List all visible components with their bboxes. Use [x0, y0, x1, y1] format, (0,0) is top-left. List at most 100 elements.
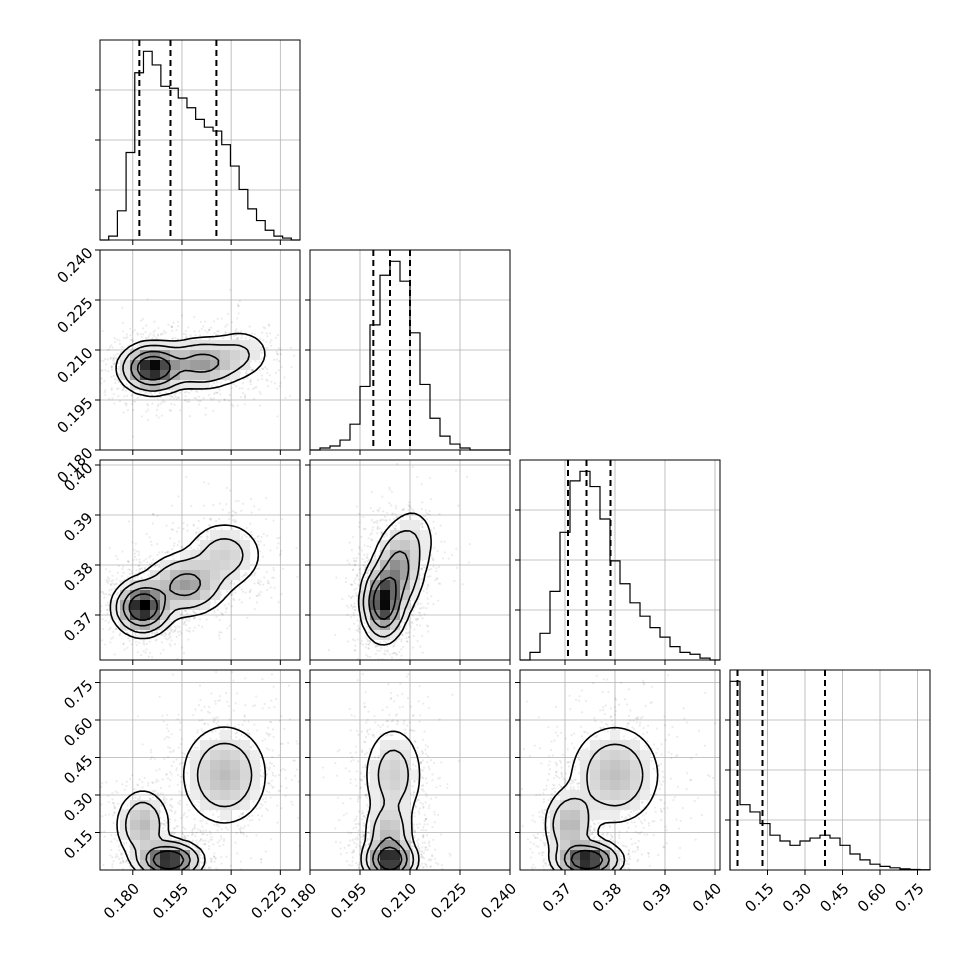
density-cell [210, 590, 220, 600]
sample-point [354, 577, 357, 580]
sample-point [379, 519, 382, 522]
sample-point [129, 334, 132, 337]
sample-point [110, 365, 113, 368]
sample-point [166, 551, 169, 554]
density-cell [380, 550, 390, 560]
sample-point [366, 637, 369, 641]
sample-point [170, 390, 174, 393]
sample-point [253, 537, 256, 540]
sample-point [272, 735, 275, 739]
sample-point [380, 531, 383, 535]
sample-point [104, 643, 107, 646]
sample-point [198, 618, 202, 621]
sample-point [174, 629, 177, 633]
density-cell [180, 550, 190, 560]
sample-point [171, 329, 174, 332]
sample-point [401, 633, 404, 637]
sample-point [214, 884, 216, 886]
sample-point [257, 581, 260, 584]
sample-point [161, 550, 164, 554]
sample-point [163, 329, 166, 333]
sample-point [172, 397, 176, 400]
contour-line [128, 593, 159, 621]
sample-point [106, 608, 109, 612]
sample-point [140, 336, 143, 339]
sample-point [137, 553, 140, 556]
density-cell [160, 620, 170, 630]
sample-point [117, 372, 120, 375]
sample-point [310, 605, 312, 607]
density-cell [180, 350, 190, 360]
sample-point [421, 634, 424, 637]
sample-point [255, 594, 258, 598]
sample-point [349, 615, 353, 619]
sample-point [253, 397, 256, 400]
sample-point [129, 327, 132, 330]
sample-point [195, 539, 199, 542]
sample-point [368, 641, 371, 644]
sample-point [129, 338, 132, 342]
density-cell [380, 600, 390, 610]
sample-point [170, 325, 173, 328]
sample-point [124, 337, 127, 340]
sample-point [165, 551, 169, 554]
sample-point [143, 881, 145, 883]
density-cell [220, 360, 230, 370]
density-cell [110, 600, 120, 610]
sample-point [113, 587, 116, 590]
sample-point [430, 595, 433, 598]
sample-point [237, 305, 240, 308]
sample-point [144, 336, 147, 340]
sample-point [293, 354, 296, 357]
sample-point [396, 462, 399, 466]
sample-point [136, 797, 140, 801]
sample-point [145, 324, 148, 327]
density-cell [140, 350, 150, 360]
sample-point [262, 339, 265, 342]
sample-point [121, 567, 124, 571]
sample-point [107, 593, 110, 596]
sample-point [158, 565, 161, 569]
sample-point [111, 579, 115, 582]
sample-point [384, 641, 388, 644]
sample-point [237, 304, 240, 307]
sample-point [197, 624, 200, 627]
sample-point [172, 337, 175, 340]
density-cell [380, 620, 390, 630]
sample-point [233, 511, 236, 514]
sample-point [109, 357, 112, 360]
sample-point [260, 377, 264, 381]
sample-point [372, 642, 375, 645]
sample-point [364, 527, 367, 531]
sample-point [384, 653, 387, 656]
sample-point [383, 535, 386, 539]
sample-point [156, 514, 159, 517]
sample-point [381, 662, 383, 664]
sample-point [136, 634, 139, 637]
sample-point [109, 593, 112, 596]
sample-point [348, 541, 351, 544]
sample-point [168, 632, 172, 635]
panel-2d-1-3 [99, 459, 301, 661]
sample-point [184, 333, 188, 336]
sample-point [185, 619, 189, 622]
sample-point [212, 409, 215, 412]
sample-point [196, 390, 199, 393]
sample-point [212, 843, 215, 846]
sample-point [145, 648, 148, 651]
sample-point [199, 662, 201, 664]
sample-point [232, 383, 235, 386]
sample-point [113, 653, 116, 656]
sample-point [154, 565, 157, 568]
sample-point [406, 632, 409, 635]
sample-point [235, 511, 238, 514]
sample-point [353, 602, 356, 605]
sample-point [126, 646, 129, 649]
sample-point [96, 338, 98, 340]
sample-point [100, 605, 103, 608]
sample-point [241, 535, 244, 539]
sample-point [145, 642, 149, 645]
density-cell [120, 360, 130, 370]
sample-point [104, 619, 107, 622]
sample-point [436, 549, 439, 553]
